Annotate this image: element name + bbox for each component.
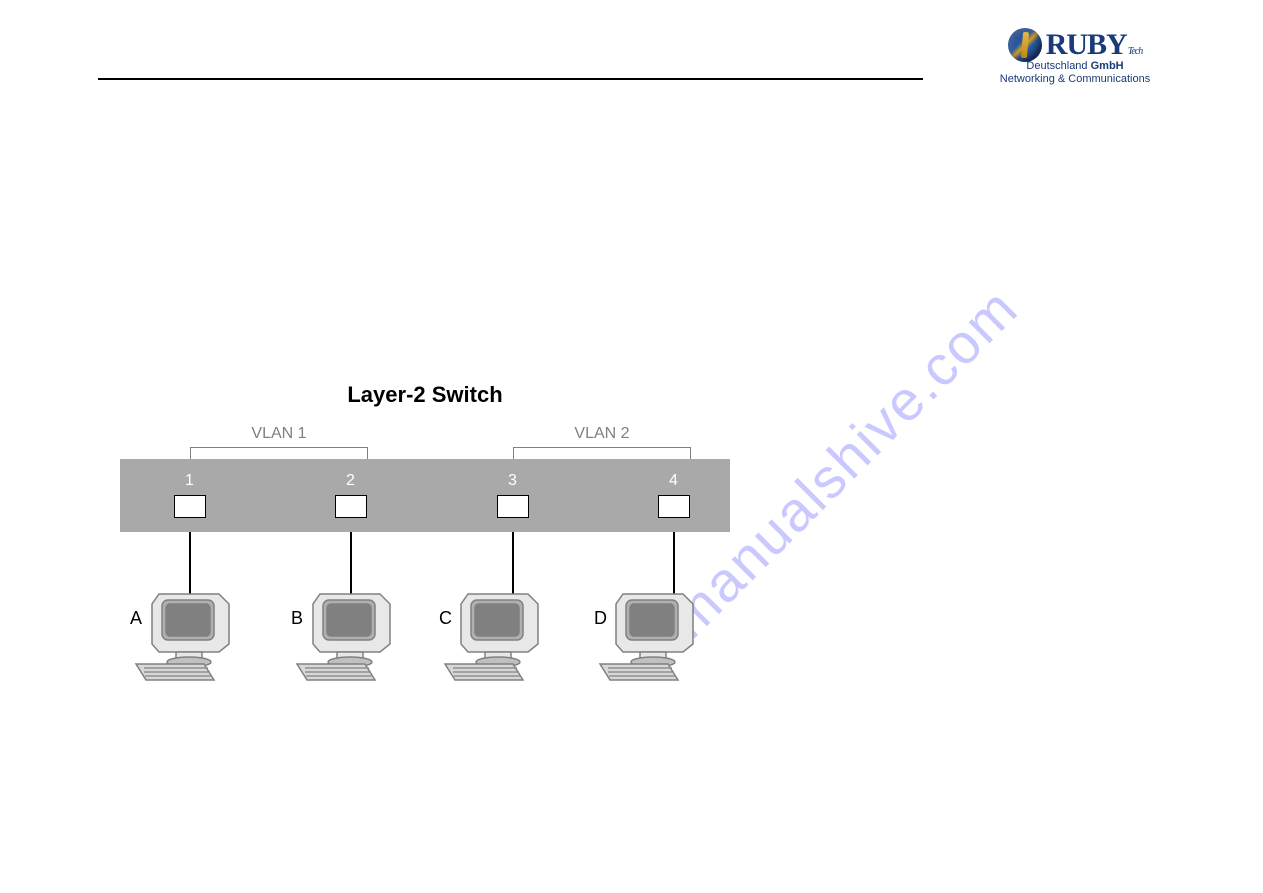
node-label: A [130,608,142,629]
logo-sub1-prefix: Deutschland [1026,60,1090,72]
computer-icon [134,586,254,686]
switch-body [120,459,730,532]
brand-logo: RUBY Tech Deutschland GmbH Networking & … [985,28,1165,85]
logo-subtitle-2: Networking & Communications [985,73,1165,85]
switch-port-3 [497,495,529,518]
vlan-bracket-1: VLAN 1 [190,426,368,453]
vlan-bracket-2: VLAN 2 [513,426,691,453]
computer-icon [598,586,718,686]
computer-node-b: B [295,586,415,686]
logo-top-row: RUBY Tech [985,28,1165,62]
vlan-label: VLAN 1 [190,425,368,443]
diagram-title: Layer-2 Switch [120,382,730,408]
globe-icon [1008,28,1042,62]
computer-node-a: A [134,586,254,686]
port-number: 3 [508,472,517,490]
network-diagram: Layer-2 Switch VLAN 1 VLAN 2 1 2 3 4 A [120,382,730,742]
switch-port-4 [658,495,690,518]
logo-brand-suffix: Tech [1128,46,1143,57]
vlan-bracket-tick [190,447,191,459]
node-label: C [439,608,452,629]
header-divider [98,78,923,80]
computer-node-c: C [443,586,563,686]
vlan-label: VLAN 2 [513,425,691,443]
vlan-bracket-tick [690,447,691,459]
vlan-bracket-tick [367,447,368,459]
vlan-bracket-line [513,447,691,448]
node-label: B [291,608,303,629]
computer-icon [295,586,415,686]
port-number: 1 [185,472,194,490]
node-label: D [594,608,607,629]
computer-icon [443,586,563,686]
switch-port-1 [174,495,206,518]
logo-sub1-bold: GmbH [1091,60,1124,72]
port-number: 4 [669,472,678,490]
switch-port-2 [335,495,367,518]
vlan-bracket-line [190,447,368,448]
logo-brand-text: RUBY Tech [1046,28,1143,62]
logo-brand: RUBY [1046,28,1127,62]
port-number: 2 [346,472,355,490]
computer-node-d: D [598,586,718,686]
vlan-bracket-tick [513,447,514,459]
